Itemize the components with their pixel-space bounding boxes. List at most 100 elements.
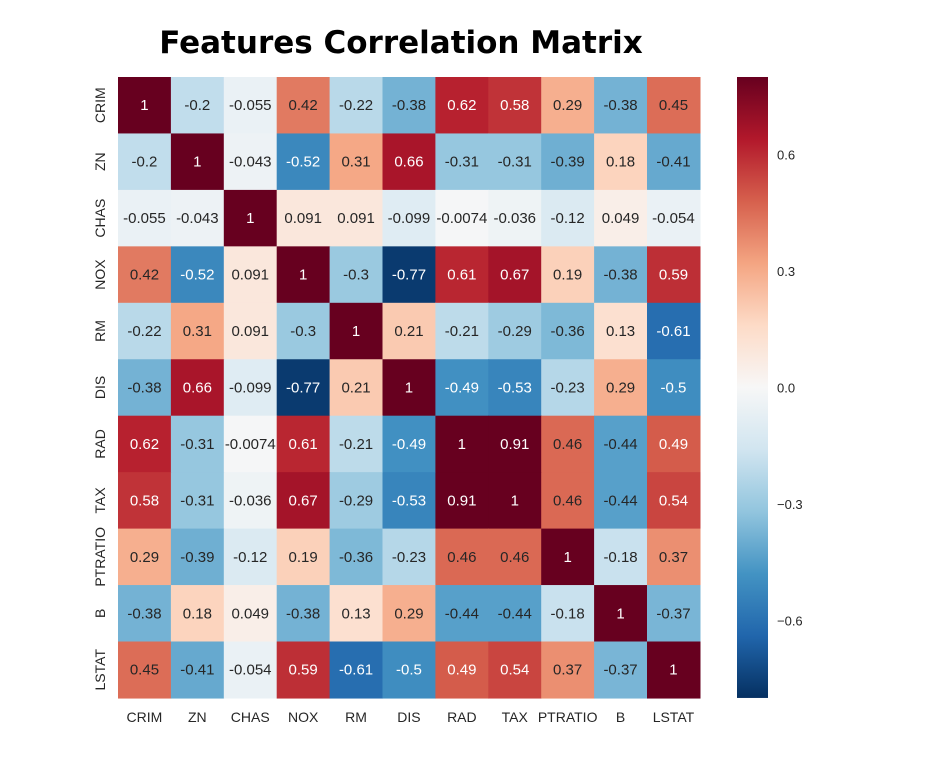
cell-label-tax-tax: 1 [511,492,519,509]
cell-label-zn-rad: -0.31 [445,154,479,171]
heatmap-cell-rm-dis [382,302,436,360]
cell-label-rm-crim: -0.22 [127,323,161,340]
cell-label-b-b: 1 [616,605,624,622]
heatmap-cell-tax-b [594,472,648,530]
heatmap-cell-rm-chas [223,302,278,360]
heatmap-cell-b-rad [435,585,489,643]
heatmap-cell-b-rm [329,585,384,643]
heatmap-cell-tax-zn [170,472,225,530]
heatmap-cell-dis-chas [223,359,278,417]
cell-label-nox-chas: 0.091 [231,267,269,284]
heatmap-cell-crim-lstat [647,77,701,135]
heatmap-cell-crim-dis [382,77,436,135]
cell-label-rad-tax: 0.91 [500,436,529,453]
cell-label-rm-tax: -0.29 [498,323,532,340]
heatmap-cell-nox-zn [170,246,225,304]
heatmap-cell-b-ptratio [541,585,595,643]
cell-label-nox-crim: 0.42 [130,267,159,284]
y-tick-label-nox: NOX [92,259,108,290]
cell-label-chas-lstat: -0.054 [652,210,695,227]
heatmap-cell-chas-lstat [647,189,701,247]
heatmap-cell-crim-rm [329,77,384,135]
heatmap-cells [118,77,701,699]
heatmap-cell-tax-nox [276,472,331,530]
cell-label-ptratio-lstat: 0.37 [659,549,688,566]
cell-label-zn-chas: -0.043 [229,154,272,171]
cell-label-chas-dis: -0.099 [388,210,431,227]
heatmap-cell-rm-lstat [647,302,701,360]
heatmap-cell-dis-tax [488,359,542,417]
heatmap-cell-rm-b [594,302,648,360]
heatmap-cell-nox-lstat [647,246,701,304]
cell-label-zn-tax: -0.31 [498,154,532,171]
cell-label-crim-tax: 0.58 [500,97,529,114]
cell-label-dis-b: 0.29 [606,379,635,396]
cell-annotations: 1 -0.2 -0.055 0.42 -0.22 -0.38 0.62 0.58 0.29 -0.… [123,97,695,679]
heatmap-cell-dis-ptratio [541,359,595,417]
heatmap-cell-b-nox [276,585,331,643]
cell-label-dis-rad: -0.49 [445,379,479,396]
cell-label-rm-zn: 0.31 [183,323,212,340]
colorbar: 0.6 0.3 0.0 −0.3 −0.6 [737,77,803,698]
heatmap-cell-crim-zn [170,77,225,135]
heatmap-cell-b-crim [118,585,172,643]
cell-label-chas-chas: 1 [246,210,254,227]
cell-label-ptratio-rad: 0.46 [447,549,476,566]
x-tick-label-chas: CHAS [231,709,270,725]
cell-label-crim-ptratio: 0.29 [553,97,582,114]
cell-label-rad-dis: -0.49 [392,436,426,453]
cell-label-nox-nox: 1 [299,267,307,284]
x-tick-label-nox: NOX [288,709,319,725]
heatmap-cell-chas-zn [170,189,225,247]
cell-label-ptratio-nox: 0.19 [289,549,318,566]
heatmap-cell-ptratio-zn [170,528,225,586]
cell-label-chas-nox: 0.091 [284,210,322,227]
cell-label-tax-nox: 0.67 [289,492,318,509]
cell-label-ptratio-rm: -0.36 [339,549,373,566]
heatmap-cell-nox-tax [488,246,542,304]
heatmap-cell-lstat-zn [170,641,225,699]
cell-label-zn-b: 0.18 [606,154,635,171]
heatmap-cell-crim-crim [118,77,172,135]
heatmap-cell-lstat-rad [435,641,489,699]
cell-label-nox-lstat: 0.59 [659,267,688,284]
cell-label-zn-zn: 1 [193,154,201,171]
heatmap-cell-chas-nox [276,189,331,247]
cell-label-rad-ptratio: 0.46 [553,436,582,453]
heatmap-cell-rad-crim [118,415,172,473]
cell-label-tax-dis: -0.53 [392,492,426,509]
cell-label-rm-nox: -0.3 [290,323,316,340]
heatmap-cell-dis-lstat [647,359,701,417]
heatmap-cell-crim-tax [488,77,542,135]
heatmap-cell-ptratio-crim [118,528,172,586]
heatmap-cell-zn-dis [382,133,436,191]
colorbar-tick-label: −0.6 [777,613,803,628]
heatmap-cell-lstat-crim [118,641,172,699]
heatmap-cell-tax-ptratio [541,472,595,530]
heatmap-cell-nox-ptratio [541,246,595,304]
cell-label-lstat-dis: -0.5 [396,662,422,679]
heatmap-cell-tax-tax [488,472,542,530]
cell-label-dis-rm: 0.21 [341,379,370,396]
heatmap-cell-dis-dis [382,359,436,417]
heatmap-cell-b-dis [382,585,436,643]
cell-label-rad-rm: -0.21 [339,436,373,453]
heatmap-cell-zn-tax [488,133,542,191]
heatmap-cell-b-b [594,585,648,643]
cell-label-nox-rad: 0.61 [447,267,476,284]
heatmap-cell-chas-dis [382,189,436,247]
cell-label-nox-zn: -0.52 [180,267,214,284]
cell-label-dis-crim: -0.38 [127,379,161,396]
cell-label-dis-lstat: -0.5 [661,379,687,396]
cell-label-b-rad: -0.44 [445,605,479,622]
cell-label-rm-lstat: -0.61 [656,323,690,340]
cell-label-ptratio-zn: -0.39 [180,549,214,566]
cell-label-ptratio-tax: 0.46 [500,549,529,566]
heatmap-cell-rad-rad [435,415,489,473]
cell-label-lstat-b: -0.37 [603,662,637,679]
x-tick-label-zn: ZN [188,709,207,725]
y-tick-label-rm: RM [92,320,108,342]
cell-label-nox-ptratio: 0.19 [553,267,582,284]
heatmap-cell-dis-rad [435,359,489,417]
